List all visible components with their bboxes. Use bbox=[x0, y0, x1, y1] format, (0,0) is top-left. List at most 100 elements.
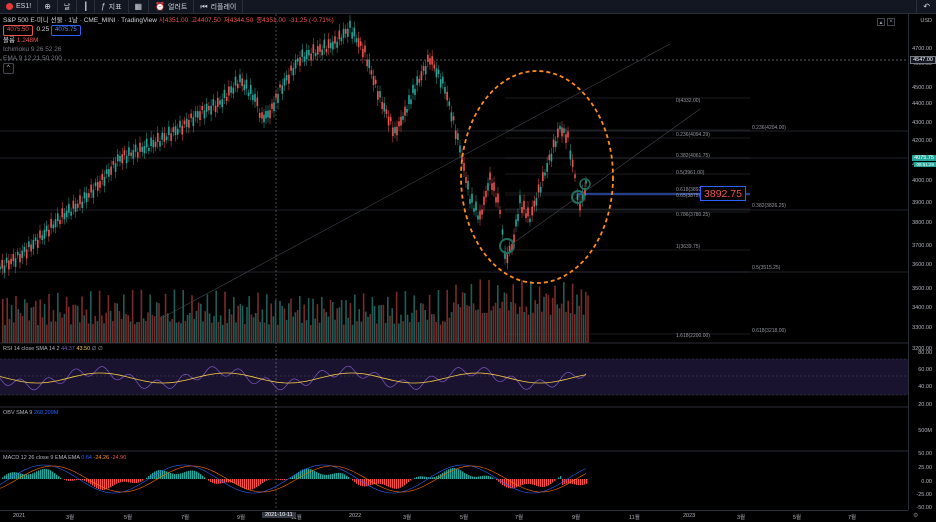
ohlc-change: -31.25 (-0.71%) bbox=[288, 17, 334, 24]
candle-body bbox=[232, 87, 235, 94]
volume-bar bbox=[85, 309, 88, 343]
pane-close-button[interactable]: × bbox=[887, 18, 895, 26]
price-axis[interactable]: USD 4700.00 4600.00 4500.00 4400.00 4300.00 4… bbox=[908, 14, 936, 511]
interval-button[interactable]: 날 bbox=[58, 0, 78, 14]
macd-histogram-bar bbox=[458, 469, 460, 479]
chart-type-button[interactable]: ┃ bbox=[77, 0, 96, 14]
fib-label-0: 0(4332.00) bbox=[676, 98, 701, 104]
macd-histogram-bar bbox=[220, 479, 222, 484]
layouts-button[interactable]: ▦ bbox=[129, 0, 150, 14]
timezone-settings-icon[interactable]: ⚙ bbox=[913, 513, 919, 519]
candle-body bbox=[79, 195, 81, 205]
candle-body bbox=[277, 94, 279, 104]
macd-histogram-bar bbox=[24, 474, 26, 479]
candle-body bbox=[427, 54, 429, 62]
macd-histogram-bar bbox=[6, 474, 8, 479]
volume-bar bbox=[450, 312, 453, 343]
rsi-line bbox=[0, 365, 587, 391]
macd-histogram-bar bbox=[64, 479, 66, 480]
volume-bar bbox=[105, 312, 107, 343]
add-symbol-button[interactable]: ⊕ bbox=[38, 0, 58, 14]
volume-bar bbox=[299, 295, 301, 343]
volume-bar bbox=[464, 293, 466, 343]
fib-label-12: 1.618(2200.00) bbox=[676, 333, 710, 339]
symbol-search-button[interactable]: ES1! bbox=[0, 0, 39, 14]
volume-bar bbox=[61, 317, 63, 343]
alert-label: 얼러트 bbox=[168, 3, 188, 11]
volume-bar bbox=[541, 311, 543, 343]
macd-histogram-bar bbox=[328, 474, 330, 479]
volume-bar bbox=[356, 321, 358, 343]
obv-legend[interactable]: OBV SMA 9 268.209M bbox=[3, 410, 58, 416]
macd-histogram-bar bbox=[204, 477, 206, 479]
macd-histogram-bar bbox=[524, 479, 526, 485]
macd-legend[interactable]: MACD 12 26 close 9 EMA EMA 0.64 -24.26 -… bbox=[3, 455, 126, 461]
volume-bar bbox=[417, 322, 420, 343]
candle-body bbox=[435, 68, 438, 78]
macd-histogram-bar bbox=[86, 479, 88, 482]
macd-histogram-bar bbox=[452, 468, 454, 479]
rsi-legend[interactable]: RSI 14 close SMA 14 2 44.37 43.50 ∅ ∅ bbox=[3, 346, 103, 352]
macd-histogram-bar bbox=[264, 479, 266, 482]
candle-body bbox=[511, 244, 513, 251]
macd-histogram-bar bbox=[256, 479, 258, 488]
bid-price-button[interactable]: 4075.50 bbox=[3, 25, 33, 36]
candle-body bbox=[385, 109, 388, 115]
price-tag-top: 4547.00 bbox=[910, 56, 936, 64]
candle-body bbox=[128, 147, 130, 156]
volume-bar bbox=[19, 312, 22, 343]
ema-legend[interactable]: EMA 9 12 21 50 200 bbox=[3, 55, 62, 62]
macd-histogram-bar bbox=[282, 479, 284, 481]
price-callout[interactable]: 3892.75 bbox=[700, 186, 746, 201]
ohlc-open: 시4351.00 bbox=[158, 17, 189, 24]
macd-histogram-bar bbox=[116, 479, 118, 484]
alert-button[interactable]: ⏰ 얼러트 bbox=[149, 0, 195, 14]
macd-histogram-bar bbox=[536, 479, 538, 486]
time-axis[interactable]: 2021 3월 5월 7월 9월 11월 2022 3월 5월 7월 9월 11월 2023 3월 5월 7월… bbox=[0, 510, 918, 522]
candle-body bbox=[196, 111, 199, 118]
volume-bar bbox=[147, 312, 149, 343]
macd-histogram-bar bbox=[360, 479, 362, 486]
volume-bar bbox=[334, 319, 336, 343]
macd-histogram-bar bbox=[90, 479, 92, 485]
candle-body bbox=[241, 78, 243, 86]
candle-body bbox=[159, 141, 161, 147]
candle-body bbox=[285, 75, 288, 81]
macd-histogram-bar bbox=[468, 475, 470, 479]
candle-body bbox=[461, 154, 463, 162]
chart-canvas[interactable] bbox=[0, 14, 908, 510]
macd-histogram-bar bbox=[250, 479, 252, 490]
macd-histogram-bar bbox=[232, 479, 234, 483]
macd-histogram-bar bbox=[486, 475, 488, 479]
macd-histogram-bar bbox=[228, 479, 230, 483]
volume-bar bbox=[129, 321, 132, 343]
macd-histogram-bar bbox=[400, 479, 402, 488]
fib-label-4: 0.5(3961.00) bbox=[676, 170, 705, 176]
macd-histogram-bar bbox=[342, 473, 344, 479]
collapse-legend-button[interactable]: ^ bbox=[3, 63, 14, 74]
candle-body bbox=[239, 74, 241, 83]
macd-histogram-bar bbox=[108, 479, 110, 489]
macd-hist-value: -24.90 bbox=[110, 455, 127, 461]
volume-bar bbox=[70, 324, 72, 343]
replay-button[interactable]: ⏮ 리플레이 bbox=[194, 0, 244, 14]
ichimoku-legend[interactable]: Ichimoku 9 26 52 26 bbox=[3, 46, 62, 53]
trend-line bbox=[159, 43, 671, 320]
volume-bar bbox=[296, 310, 299, 343]
macd-histogram-bar bbox=[150, 474, 152, 479]
macd-histogram-bar bbox=[550, 479, 552, 485]
pane-maximize-button[interactable]: ▴ bbox=[877, 18, 885, 26]
volume-bar bbox=[411, 312, 413, 343]
candle-body bbox=[50, 218, 52, 228]
candle-body bbox=[254, 93, 256, 102]
candle-body bbox=[448, 101, 451, 106]
indicators-button[interactable]: ƒ 지표 bbox=[95, 0, 129, 14]
macd-histogram-bar bbox=[472, 476, 474, 479]
volume-bar bbox=[413, 295, 415, 343]
volume-bar bbox=[162, 315, 165, 343]
ask-price-button[interactable]: 4075.75 bbox=[50, 25, 81, 36]
macd-histogram-bar bbox=[346, 475, 348, 479]
candle-body bbox=[228, 86, 230, 96]
macd-histogram-bar bbox=[510, 479, 512, 489]
undo-button[interactable]: ↶ bbox=[916, 0, 936, 14]
